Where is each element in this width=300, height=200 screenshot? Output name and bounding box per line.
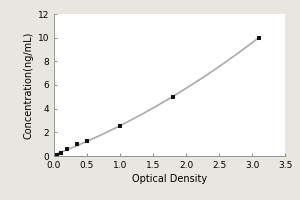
Y-axis label: Concentration(ng/mL): Concentration(ng/mL) [23, 31, 34, 139]
Point [170, 95, 175, 98]
Point [65, 147, 70, 151]
Point [75, 143, 80, 146]
Point [55, 153, 60, 156]
Point [256, 36, 261, 39]
Point [118, 125, 122, 128]
X-axis label: Optical Density: Optical Density [132, 174, 207, 184]
Point [85, 139, 89, 142]
Point [58, 151, 63, 155]
